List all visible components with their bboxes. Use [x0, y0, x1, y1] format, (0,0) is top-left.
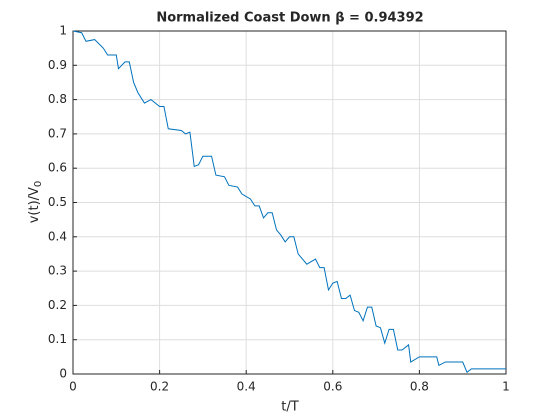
- y-tick-label: 0.7: [48, 126, 67, 140]
- x-tick-label: 0.8: [410, 380, 429, 394]
- x-tick-label: 1: [502, 380, 510, 394]
- y-tick-label: 0.5: [48, 195, 67, 209]
- y-axis-label: v(t)/V0: [27, 181, 45, 224]
- y-tick-label: 0.9: [48, 58, 67, 72]
- x-axis-label: t/T: [281, 400, 298, 415]
- y-axis-label-main: v(t)/V: [27, 187, 42, 223]
- chart-title: Normalized Coast Down β = 0.94392: [156, 11, 423, 26]
- y-tick-label: 0.6: [48, 161, 67, 175]
- x-tick-label: 0.6: [323, 380, 342, 394]
- y-tick-label: 0.3: [48, 264, 67, 278]
- x-tick-label: 0: [69, 380, 77, 394]
- y-axis-label-sub: 0: [33, 181, 44, 187]
- data-line: [72, 30, 506, 374]
- y-tick-label: 0.8: [48, 92, 67, 106]
- plot-box: [72, 30, 507, 375]
- x-tick-label: 0.4: [237, 380, 256, 394]
- y-tick-label: 0.4: [48, 229, 67, 243]
- x-tick-label: 0.2: [150, 380, 169, 394]
- y-tick-label: 0: [59, 367, 67, 381]
- y-tick-label: 0.1: [48, 332, 67, 346]
- y-tick-label: 0.2: [48, 298, 67, 312]
- y-tick-label: 1: [59, 24, 67, 38]
